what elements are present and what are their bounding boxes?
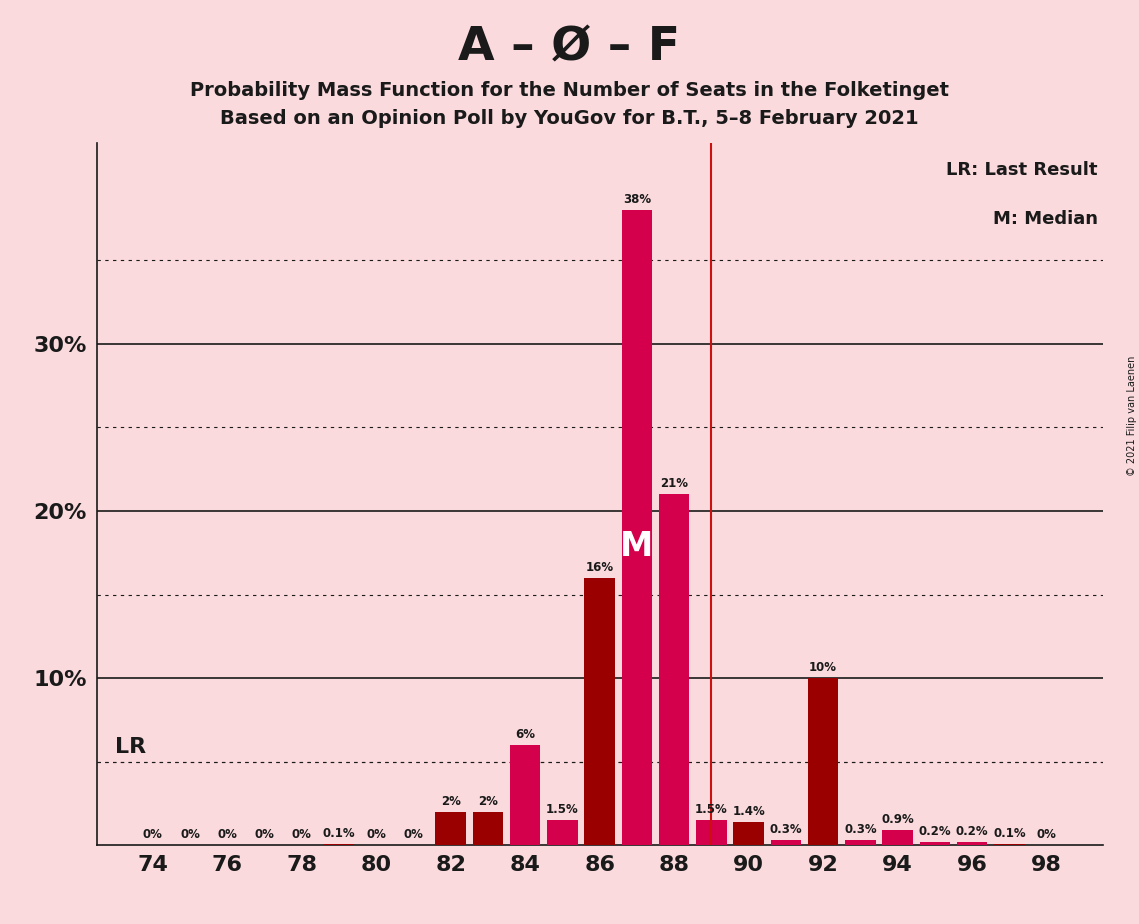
Bar bbox=[734, 822, 764, 845]
Text: Based on an Opinion Poll by YouGov for B.T., 5–8 February 2021: Based on an Opinion Poll by YouGov for B… bbox=[220, 109, 919, 128]
Bar bbox=[658, 494, 689, 845]
Text: M: M bbox=[621, 530, 654, 564]
Text: 0%: 0% bbox=[254, 828, 274, 841]
Bar bbox=[547, 821, 577, 845]
Text: A – Ø – F: A – Ø – F bbox=[458, 26, 681, 71]
Text: © 2021 Filip van Laenen: © 2021 Filip van Laenen bbox=[1126, 356, 1137, 476]
Text: 0.2%: 0.2% bbox=[956, 825, 989, 838]
Text: 2%: 2% bbox=[441, 795, 460, 808]
Bar bbox=[808, 678, 838, 845]
Text: 2%: 2% bbox=[478, 795, 498, 808]
Text: 6%: 6% bbox=[515, 728, 535, 741]
Bar bbox=[994, 844, 1025, 845]
Text: 0%: 0% bbox=[218, 828, 237, 841]
Text: 0%: 0% bbox=[142, 828, 163, 841]
Bar bbox=[771, 841, 801, 845]
Bar bbox=[845, 841, 876, 845]
Text: 38%: 38% bbox=[623, 193, 652, 206]
Text: 0.3%: 0.3% bbox=[770, 823, 802, 836]
Text: 0.2%: 0.2% bbox=[919, 825, 951, 838]
Text: 1.4%: 1.4% bbox=[732, 805, 765, 818]
Text: 10%: 10% bbox=[809, 661, 837, 675]
Bar bbox=[323, 844, 354, 845]
Text: 0%: 0% bbox=[367, 828, 386, 841]
Text: Probability Mass Function for the Number of Seats in the Folketinget: Probability Mass Function for the Number… bbox=[190, 81, 949, 101]
Bar bbox=[584, 578, 615, 845]
Text: 0%: 0% bbox=[292, 828, 312, 841]
Text: 0.9%: 0.9% bbox=[882, 813, 915, 826]
Bar bbox=[696, 821, 727, 845]
Text: LR: LR bbox=[115, 736, 147, 757]
Text: 0%: 0% bbox=[1036, 828, 1057, 841]
Bar bbox=[883, 831, 913, 845]
Text: 1.5%: 1.5% bbox=[546, 803, 579, 816]
Text: 0.1%: 0.1% bbox=[993, 827, 1026, 840]
Text: LR: Last Result: LR: Last Result bbox=[947, 161, 1098, 178]
Text: 21%: 21% bbox=[661, 477, 688, 490]
Bar bbox=[510, 745, 541, 845]
Text: 0%: 0% bbox=[180, 828, 199, 841]
Text: 0.1%: 0.1% bbox=[322, 827, 355, 840]
Bar bbox=[957, 842, 988, 845]
Text: 1.5%: 1.5% bbox=[695, 803, 728, 816]
Text: 0.3%: 0.3% bbox=[844, 823, 877, 836]
Bar bbox=[622, 210, 653, 845]
Text: 0%: 0% bbox=[403, 828, 424, 841]
Bar bbox=[919, 842, 950, 845]
Bar bbox=[473, 812, 503, 845]
Text: 16%: 16% bbox=[585, 561, 614, 574]
Text: M: Median: M: Median bbox=[992, 210, 1098, 228]
Bar bbox=[435, 812, 466, 845]
